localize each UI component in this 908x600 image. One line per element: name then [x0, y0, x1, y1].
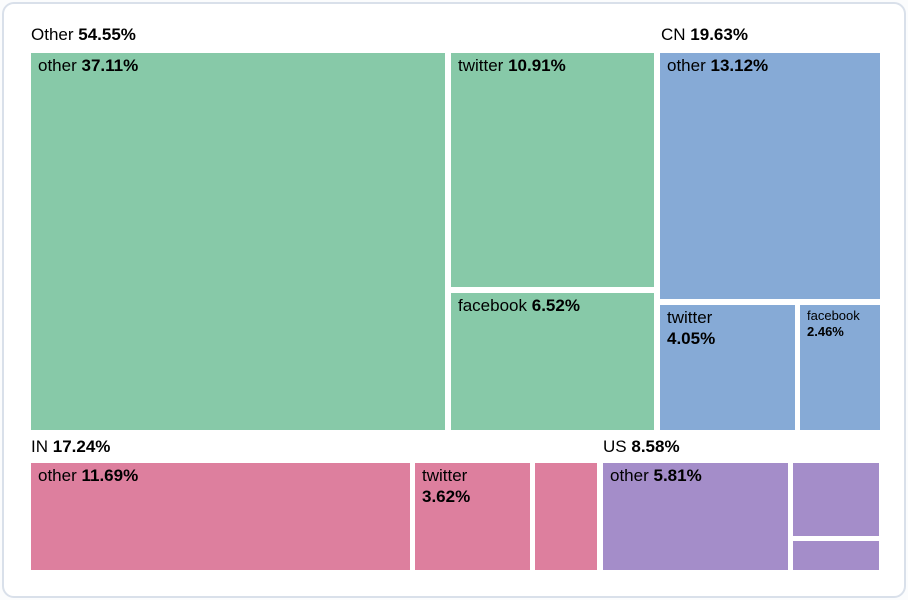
region-share: 19.63% [690, 25, 748, 44]
cell-name: facebook [807, 308, 860, 323]
treemap-cell-other-other[interactable]: other 37.11% [31, 53, 445, 430]
cell-name: twitter [422, 466, 468, 485]
cell-name: twitter [667, 308, 713, 327]
region-label-cn: CN 19.63% [661, 25, 748, 45]
cell-share: 4.05% [667, 328, 716, 348]
treemap-cell-cn-other[interactable]: other 13.12% [660, 53, 880, 299]
cell-share: 10.91% [508, 56, 566, 75]
treemap-cell-other-facebook[interactable]: facebook 6.52% [451, 293, 654, 430]
region-name: US [603, 437, 627, 456]
cell-name: other [38, 56, 77, 75]
cell-name: other [38, 466, 77, 485]
region-label-other: Other 54.55% [31, 25, 136, 45]
treemap-cell-cn-facebook[interactable]: facebook 2.46% [800, 305, 880, 430]
cell-share: 13.12% [710, 56, 769, 75]
cell-share: 6.52% [531, 296, 580, 315]
treemap-cell-in-unlabeled[interactable] [535, 463, 597, 570]
region-share: 17.24% [52, 437, 111, 456]
cell-name: other [667, 56, 706, 75]
cell-share: 5.81% [653, 466, 702, 485]
region-name: Other [31, 25, 74, 44]
cell-name: twitter [458, 56, 504, 75]
treemap-cell-us-unlabeled[interactable] [793, 541, 879, 570]
region-name: IN [31, 437, 48, 456]
cell-share: 3.62% [422, 486, 471, 506]
region-share: 8.58% [631, 437, 680, 456]
treemap-cell-cn-twitter[interactable]: twitter 4.05% [660, 305, 795, 430]
treemap-cell-other-twitter[interactable]: twitter 10.91% [451, 53, 654, 287]
region-label-us: US 8.58% [603, 437, 680, 457]
cell-name: facebook [458, 296, 527, 315]
cell-share: 11.69% [81, 466, 139, 485]
region-label-in: IN 17.24% [31, 437, 111, 457]
region-name: CN [661, 25, 686, 44]
treemap-cell-us-unlabeled[interactable] [793, 463, 879, 536]
cell-name: other [610, 466, 649, 485]
treemap-cell-us-other[interactable]: other 5.81% [603, 463, 788, 570]
cell-share: 2.46% [807, 323, 844, 339]
treemap-cell-in-twitter[interactable]: twitter 3.62% [415, 463, 530, 570]
treemap-cell-in-other[interactable]: other 11.69% [31, 463, 410, 570]
cell-share: 37.11% [81, 56, 139, 75]
region-share: 54.55% [78, 25, 136, 44]
